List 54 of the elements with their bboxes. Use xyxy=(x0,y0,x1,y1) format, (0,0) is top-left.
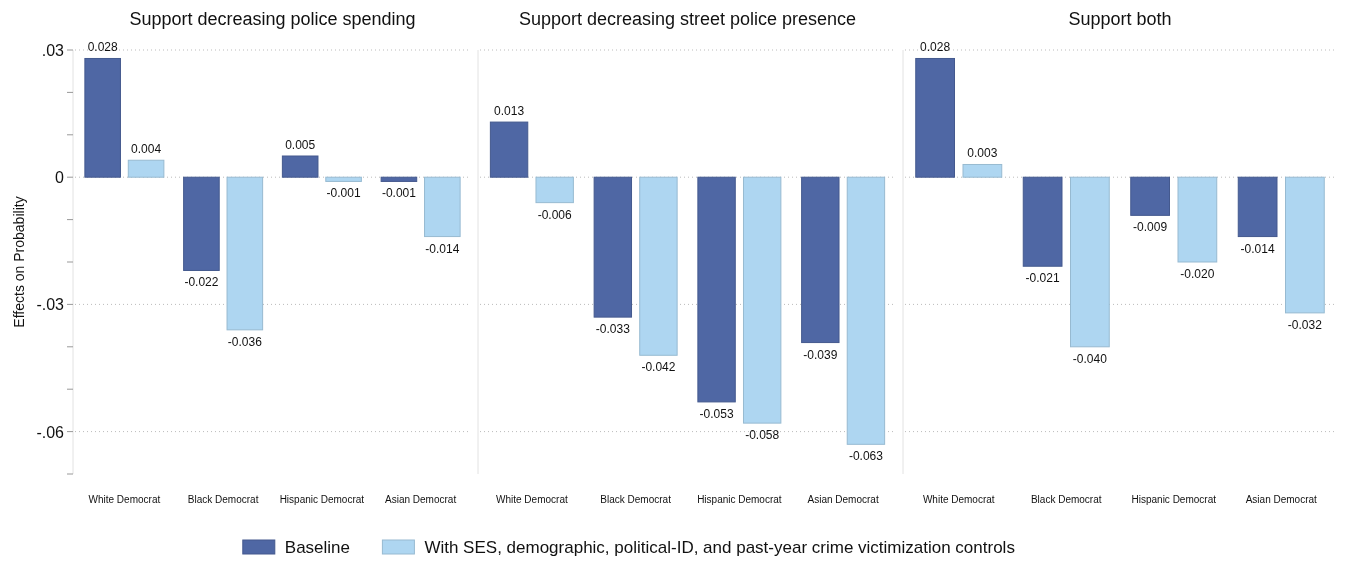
bar xyxy=(84,57,121,178)
x-tick-label: Hispanic Democrat xyxy=(1131,494,1217,505)
x-tick-label: White Democrat xyxy=(922,494,995,505)
data-label: 0.028 xyxy=(920,40,951,55)
x-tick-label: Asian Democrat xyxy=(1245,494,1318,505)
data-label: -0.021 xyxy=(1025,271,1060,286)
data-label: -0.063 xyxy=(848,449,884,464)
y-tick-label: .03 xyxy=(41,42,65,59)
x-tick-label: Black Democrat xyxy=(1030,494,1102,505)
data-label: 0.004 xyxy=(131,142,162,157)
y-tick-label: -.03 xyxy=(36,296,65,314)
bar xyxy=(226,176,264,331)
chart-title: Support decreasing street police presence xyxy=(518,9,857,29)
data-label: -0.039 xyxy=(803,347,838,362)
data-label: -0.058 xyxy=(745,428,780,443)
y-tick-label: -.06 xyxy=(36,423,65,441)
data-label: -0.009 xyxy=(1133,220,1168,235)
x-tick-label: Hispanic Democrat xyxy=(697,494,782,505)
y-axis-title: Effects on Probability xyxy=(11,196,27,328)
bar xyxy=(281,155,319,178)
data-label: -0.042 xyxy=(641,360,676,375)
data-label: -0.001 xyxy=(326,186,361,201)
data-label: -0.014 xyxy=(425,241,460,256)
x-tick-label: Black Democrat xyxy=(187,494,259,505)
data-label: -0.033 xyxy=(595,322,631,337)
bar xyxy=(183,176,220,271)
data-label: 0.005 xyxy=(285,138,316,152)
data-label: -0.040 xyxy=(1072,351,1108,366)
bar xyxy=(424,176,461,238)
bar xyxy=(325,176,362,182)
data-label: -0.022 xyxy=(184,275,219,290)
data-label: -0.020 xyxy=(1180,267,1215,281)
chart-title: Support decreasing police spending xyxy=(129,9,416,29)
x-tick-label: Asian Democrat xyxy=(807,494,879,505)
legend-label: With SES, demographic, political-ID, and past-year crime victimization controls xyxy=(424,538,1015,557)
bar xyxy=(380,176,418,182)
data-label: 0.013 xyxy=(494,104,525,119)
data-label: -0.053 xyxy=(699,406,734,421)
x-tick-label: Asian Democrat xyxy=(385,494,457,505)
data-label: 0.003 xyxy=(967,146,998,161)
data-label: -0.001 xyxy=(381,186,417,201)
x-tick-label: White Democrat xyxy=(88,494,161,505)
x-tick-label: Hispanic Democrat xyxy=(279,494,365,505)
chart-title: Support both xyxy=(1068,9,1172,29)
x-tick-label: White Democrat xyxy=(496,494,568,505)
data-label: -0.006 xyxy=(537,207,573,222)
data-label: -0.036 xyxy=(227,334,263,349)
x-tick-label: Black Democrat xyxy=(600,494,672,505)
legend-label: Baseline xyxy=(284,538,351,557)
data-label: 0.028 xyxy=(87,40,119,55)
bar xyxy=(127,159,165,178)
data-label: -0.032 xyxy=(1287,317,1323,332)
data-label: -0.014 xyxy=(1240,241,1275,256)
y-tick-label: 0 xyxy=(55,169,65,187)
